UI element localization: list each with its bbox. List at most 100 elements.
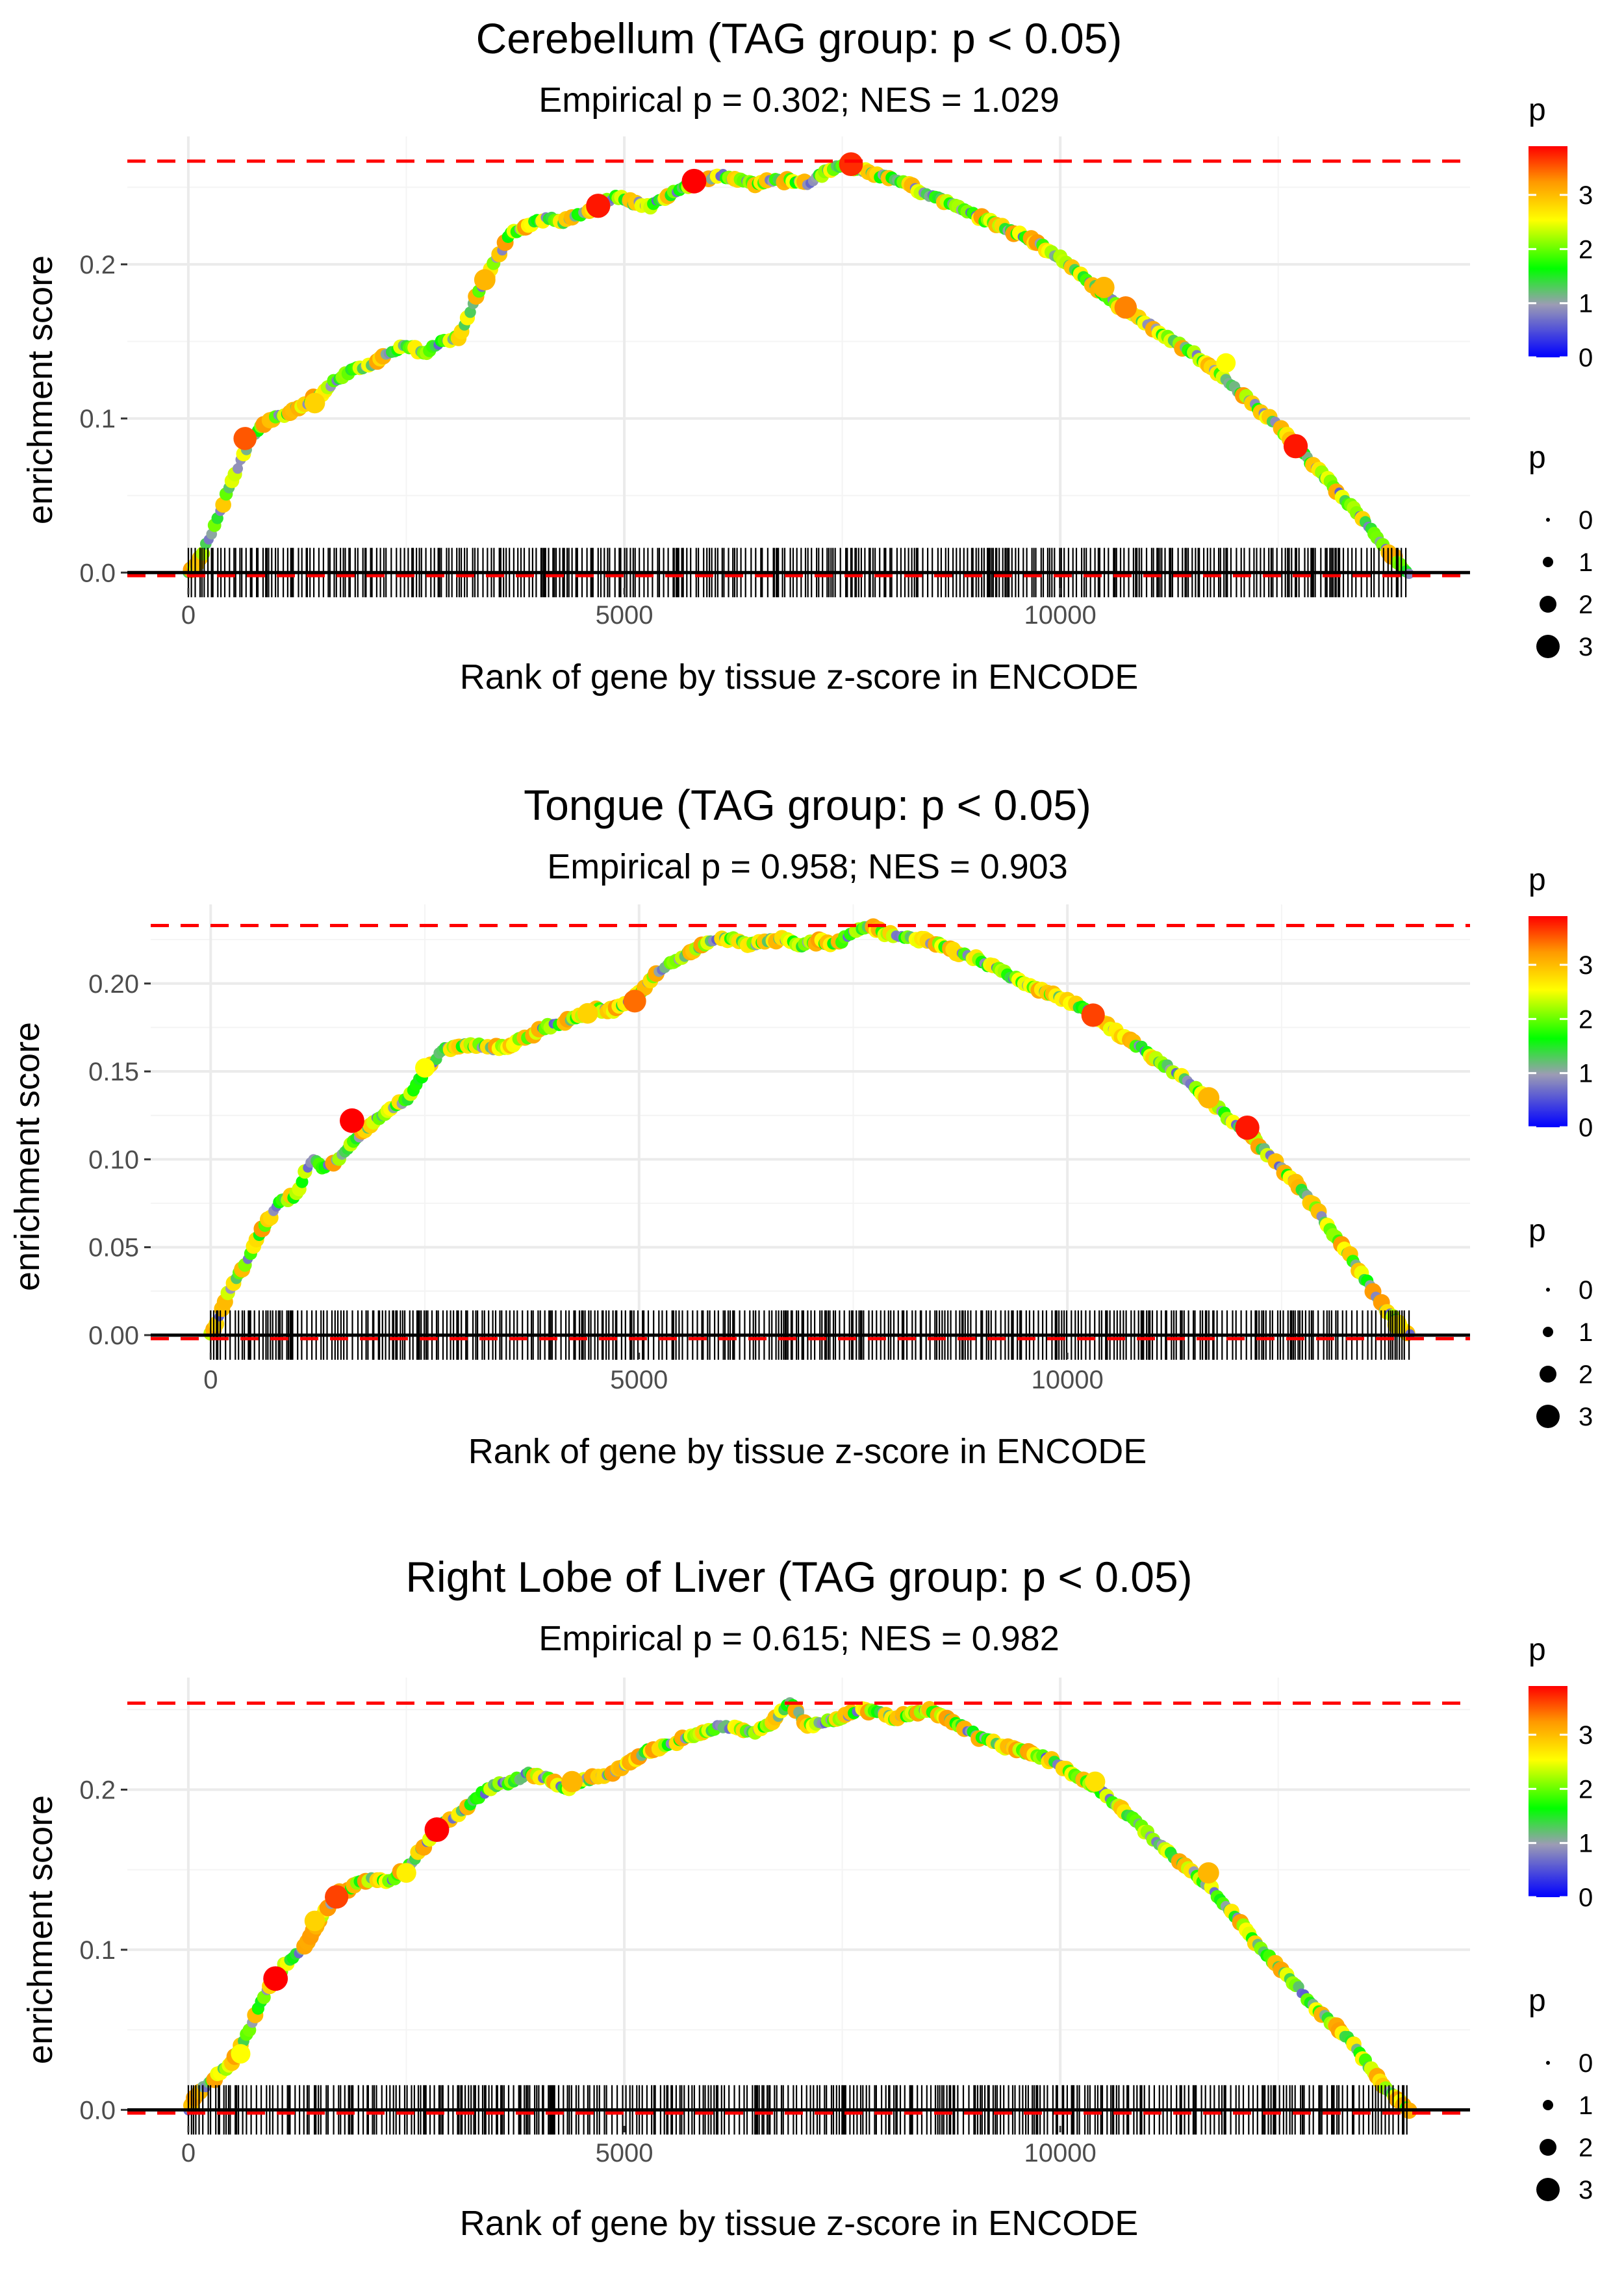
size-legend: p 0 1 2 3 (1529, 1214, 1593, 1431)
size-legend-dot (1546, 518, 1550, 522)
size-legend-dot (1540, 596, 1556, 613)
y-tick-label: 0.05 (88, 1234, 139, 1262)
y-axis-title: enrichment score (21, 1795, 60, 2064)
size-legend-title: p (1529, 441, 1546, 475)
color-legend-title: p (1529, 93, 1546, 127)
highlight-point (681, 168, 707, 194)
highlight-point (1283, 434, 1308, 459)
highlight-point (1081, 1003, 1105, 1027)
color-bar (1529, 146, 1567, 357)
color-bar (1529, 1686, 1567, 1897)
highlight-point (586, 194, 611, 218)
es-line (207, 924, 1413, 1338)
x-tick-label: 5000 (610, 1366, 668, 1394)
color-legend: p 0 1 2 3 (1529, 93, 1593, 372)
highlight-point (1235, 1116, 1260, 1140)
x-axis: 0 5000 10000 (203, 1353, 1104, 1394)
reference-lines (151, 923, 1470, 1340)
gridlines (127, 136, 1470, 588)
highlight-point (233, 427, 257, 450)
size-legend-dot (1540, 1366, 1556, 1383)
highlight-point (577, 1003, 598, 1024)
y-tick-label: 0.1 (79, 405, 116, 433)
highlight-point (231, 2044, 251, 2064)
color-bar-ticks: 0 1 2 3 (1529, 181, 1593, 372)
y-tick-label: 0.20 (88, 970, 139, 999)
size-legend-label: 3 (1579, 633, 1593, 661)
size-legend-label: 1 (1579, 1318, 1593, 1347)
panel-subtitle: Empirical p = 0.615; NES = 0.982 (539, 1619, 1059, 1658)
size-legend-dot (1543, 1327, 1553, 1337)
x-axis: 0 5000 10000 (181, 588, 1097, 630)
color-legend: p 0 1 2 3 (1529, 863, 1593, 1142)
color-legend-title: p (1529, 863, 1546, 897)
color-bar-ticks: 0 1 2 3 (1529, 1721, 1593, 1912)
y-axis: 0.0 0.1 0.2 (79, 251, 127, 587)
gene-point (296, 1175, 309, 1188)
y-axis-title: enrichment score (8, 1022, 47, 1291)
color-bar-label: 1 (1579, 1060, 1593, 1088)
x-tick-label: 0 (181, 2139, 196, 2167)
panel-title: Right Lobe of Liver (TAG group: p < 0.05… (405, 1553, 1192, 1601)
highlight-point (424, 1817, 450, 1843)
color-bar-label: 0 (1579, 344, 1593, 372)
x-tick-label: 5000 (596, 601, 653, 630)
highlight-point (325, 1885, 349, 1909)
highlight-point (623, 990, 646, 1013)
highlight-point (396, 1863, 416, 1883)
x-axis: 0 5000 10000 (181, 2126, 1097, 2167)
size-legend-dot (1540, 2139, 1556, 2156)
es-curve (203, 918, 1415, 1342)
y-axis: 0.00 0.05 0.10 0.15 0.20 (88, 970, 151, 1350)
panel-subtitle: Empirical p = 0.958; NES = 0.903 (547, 847, 1067, 886)
x-tick-label: 5000 (596, 2139, 653, 2167)
size-legend-label: 2 (1579, 2134, 1593, 2162)
gene-point (196, 546, 210, 561)
highlight-point (1216, 353, 1236, 373)
reference-lines (127, 159, 1470, 578)
color-bar (1529, 916, 1567, 1127)
x-axis-title: Rank of gene by tissue z-score in ENCODE (468, 1432, 1147, 1471)
size-legend-dot (1543, 2100, 1553, 2110)
highlight-point (1198, 1087, 1220, 1109)
size-legend-title: p (1529, 1214, 1546, 1248)
size-legend-dot (1536, 635, 1560, 658)
color-bar-label: 2 (1579, 235, 1593, 264)
size-legend-dot (1546, 1288, 1550, 1292)
gene-point (464, 306, 476, 318)
y-tick-label: 0.0 (79, 2096, 116, 2125)
size-legend-title: p (1529, 1984, 1546, 2018)
y-tick-label: 0.2 (79, 1776, 116, 1805)
es-curve (183, 152, 1414, 580)
color-legend: p 0 1 2 3 (1529, 1633, 1593, 1912)
x-axis-title: Rank of gene by tissue z-score in ENCODE (460, 658, 1138, 696)
size-legend-label: 2 (1579, 1361, 1593, 1389)
highlight-point (1093, 277, 1115, 298)
highlight-point (1085, 1771, 1106, 1792)
es-curve (183, 1697, 1417, 2119)
y-tick-label: 0.0 (79, 559, 116, 587)
highlight-point (340, 1108, 364, 1133)
panel-title: Tongue (TAG group: p < 0.05) (524, 781, 1091, 829)
color-bar-label: 1 (1579, 290, 1593, 318)
size-legend-dot (1536, 1405, 1560, 1428)
highlight-point (1197, 1862, 1219, 1884)
size-legend-label: 1 (1579, 548, 1593, 577)
x-tick-label: 10000 (1024, 2139, 1097, 2167)
highlight-point (474, 269, 496, 290)
x-tick-label: 10000 (1032, 1366, 1104, 1394)
panel-subtitle: Empirical p = 0.302; NES = 1.029 (539, 81, 1059, 120)
reference-lines (127, 1701, 1470, 2115)
color-bar-label: 0 (1579, 1114, 1593, 1142)
color-bar-label: 2 (1579, 1775, 1593, 1804)
gene-point (215, 496, 231, 513)
panel-title: Cerebellum (TAG group: p < 0.05) (476, 14, 1123, 62)
size-legend: p 0 1 2 3 (1529, 441, 1593, 661)
color-bar-label: 1 (1579, 1830, 1593, 1858)
panel-tongue: Tongue (TAG group: p < 0.05) Empirical p… (8, 781, 1593, 1471)
size-legend-dot (1536, 2178, 1560, 2201)
y-tick-label: 0.00 (88, 1322, 139, 1350)
color-bar-label: 0 (1579, 1884, 1593, 1912)
y-tick-label: 0.2 (79, 251, 116, 279)
